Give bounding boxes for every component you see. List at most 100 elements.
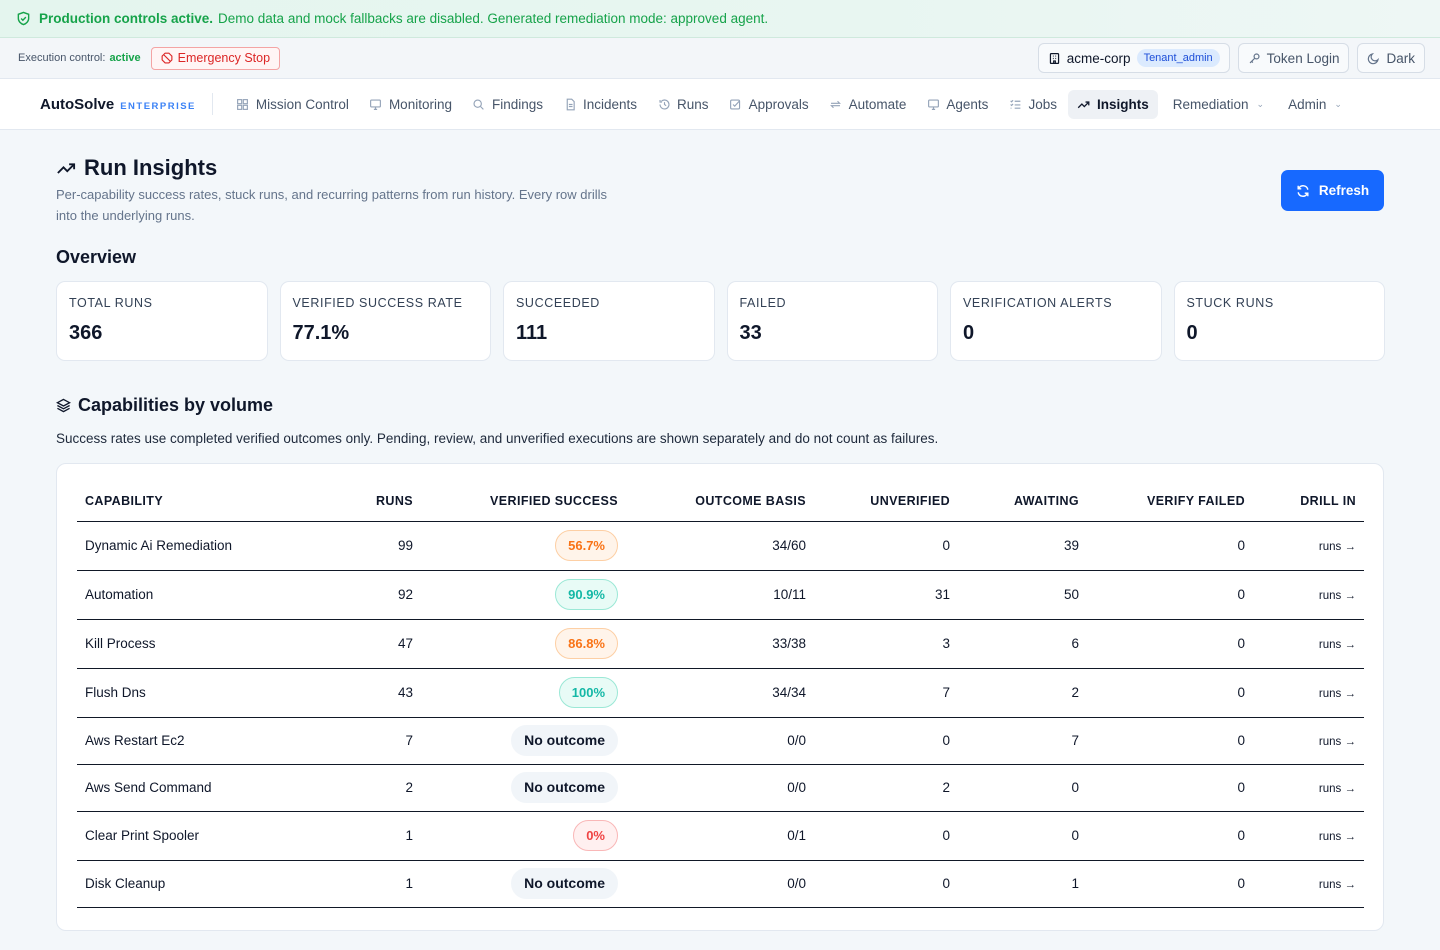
success-badge: 100% — [558, 677, 618, 708]
layers-icon — [56, 398, 71, 413]
runs-count: 47 — [317, 619, 421, 669]
tenant-selector[interactable]: acme-corp Tenant_admin — [1037, 43, 1230, 73]
awaiting-count: 0 — [958, 811, 1087, 861]
outcome-basis: 10/11 — [626, 570, 814, 620]
stat-value: 366 — [69, 322, 103, 344]
runs-count: 99 — [317, 521, 421, 571]
nav-item-jobs[interactable]: Jobs — [999, 90, 1066, 119]
stat-label: FAILED — [739, 296, 787, 310]
nav-item-insights[interactable]: Insights — [1067, 89, 1158, 119]
moon-icon — [1367, 52, 1380, 65]
verify-failed-count: 0 — [1087, 570, 1253, 620]
drill-in-link[interactable]: runs → — [1318, 541, 1356, 553]
outcome-basis: 0/0 — [626, 860, 814, 908]
nav-label: Incidents — [583, 96, 638, 112]
chevron-down-icon: ⌄ — [1334, 98, 1342, 109]
stat-label: VERIFIED SUCCESS RATE — [292, 296, 463, 310]
verify-failed-count: 0 — [1087, 717, 1253, 765]
trending-up-icon — [1077, 97, 1091, 111]
nav-item-mission-control[interactable]: Mission Control — [227, 90, 358, 119]
column-header[interactable]: RUNS — [317, 482, 421, 522]
page-subtitle: Per-capability success rates, stuck runs… — [56, 187, 608, 223]
awaiting-count: 39 — [958, 521, 1087, 571]
execution-control-state: active — [109, 52, 141, 64]
drill-in-link[interactable]: runs → — [1318, 736, 1356, 748]
nav-label: Remediation — [1172, 96, 1249, 112]
nav-label: Approvals — [748, 96, 809, 112]
column-header[interactable]: VERIFIED SUCCESS — [421, 482, 626, 522]
execution-control-bar: Execution control: active Emergency Stop… — [0, 38, 1440, 79]
capability-name: Flush Dns — [77, 668, 317, 718]
capability-name: Aws Send Command — [77, 764, 317, 812]
table-row[interactable]: Flush Dns 43 100% 34/34 7 2 0 runs → — [77, 668, 1364, 718]
nav-item-runs[interactable]: Runs — [648, 90, 718, 119]
theme-toggle-button[interactable]: Dark — [1357, 43, 1425, 73]
stat-label: VERIFICATION ALERTS — [963, 296, 1113, 310]
drill-in-link[interactable]: runs → — [1318, 639, 1356, 651]
drill-in-link[interactable]: runs → — [1318, 783, 1356, 795]
role-badge: Tenant_admin — [1136, 49, 1220, 67]
nav-item-automate[interactable]: Automate — [820, 90, 916, 119]
nav-label: Agents — [946, 96, 989, 112]
stat-value: 111 — [516, 322, 548, 344]
nav-dropdown-admin[interactable]: Admin ⌄ — [1279, 90, 1351, 119]
awaiting-count: 0 — [958, 764, 1087, 812]
grid-icon — [236, 97, 250, 111]
table-row[interactable]: Clear Print Spooler 1 0% 0/1 0 0 0 runs … — [77, 811, 1364, 861]
banner-text: Demo data and mock fallbacks are disable… — [218, 11, 769, 26]
column-header[interactable]: UNVERIFIED — [814, 482, 958, 522]
outcome-basis: 0/1 — [626, 811, 814, 861]
nav-item-findings[interactable]: Findings — [463, 90, 552, 119]
unverified-count: 0 — [814, 860, 958, 908]
success-badge: 86.8% — [555, 628, 618, 659]
capability-name: Dynamic Ai Remediation — [77, 521, 317, 571]
runs-count: 92 — [317, 570, 421, 620]
column-header[interactable]: DRILL IN — [1253, 482, 1364, 522]
nav-item-approvals[interactable]: Approvals — [720, 90, 818, 119]
verify-failed-count: 0 — [1087, 619, 1253, 669]
drill-in-link[interactable]: runs → — [1318, 879, 1356, 891]
nav-label: Mission Control — [255, 96, 349, 112]
nav-item-agents[interactable]: Agents — [917, 90, 997, 119]
unverified-count: 7 — [814, 668, 958, 718]
column-header[interactable]: AWAITING — [958, 482, 1087, 522]
production-controls-banner: Production controls active. Demo data an… — [0, 0, 1440, 38]
column-header[interactable]: OUTCOME BASIS — [626, 482, 814, 522]
overview-heading-text: Overview — [56, 247, 137, 267]
drill-in-link[interactable]: runs → — [1318, 688, 1356, 700]
success-badge: No outcome — [511, 772, 618, 803]
table-row[interactable]: Disk Cleanup 1 No outcome 0/0 0 1 0 runs… — [77, 860, 1364, 908]
stat-label: SUCCEEDED — [516, 296, 600, 310]
nav-dropdown-remediation[interactable]: Remediation ⌄ — [1164, 90, 1273, 119]
runs-count: 1 — [317, 860, 421, 908]
column-header[interactable]: VERIFY FAILED — [1087, 482, 1253, 522]
emergency-stop-label: Emergency Stop — [177, 51, 271, 65]
tenant-name: acme-corp — [1066, 50, 1131, 66]
column-header[interactable]: CAPABILITY — [77, 482, 317, 522]
refresh-button[interactable]: Refresh — [1281, 170, 1384, 211]
stat-card-failed: FAILED 33 — [726, 281, 938, 361]
runs-count: 2 — [317, 764, 421, 812]
table-row[interactable]: Aws Restart Ec2 7 No outcome 0/0 0 7 0 r… — [77, 717, 1364, 765]
brand-name: AutoSolve — [40, 95, 115, 113]
token-login-button[interactable]: Token Login — [1237, 43, 1350, 73]
table-row[interactable]: Kill Process 47 86.8% 33/38 3 6 0 runs → — [77, 619, 1364, 669]
overview-stats: TOTAL RUNS 366 VERIFIED SUCCESS RATE 77.… — [56, 281, 1385, 361]
capabilities-note: Success rates use completed verified out… — [56, 431, 939, 446]
table-row[interactable]: Automation 92 90.9% 10/11 31 50 0 runs → — [77, 570, 1364, 620]
emergency-stop-button[interactable]: Emergency Stop — [150, 46, 281, 70]
nav-label: Monitoring — [388, 96, 452, 112]
top-navigation: AutoSolve ENTERPRISE Mission Control Mon… — [0, 79, 1440, 130]
shield-check-icon — [16, 11, 31, 26]
table-row[interactable]: Aws Send Command 2 No outcome 0/0 2 0 0 … — [77, 764, 1364, 812]
drill-in-link[interactable]: runs → — [1318, 831, 1356, 843]
capabilities-table-card: CAPABILITY RUNS VERIFIED SUCCESS OUTCOME… — [56, 463, 1384, 931]
table-row[interactable]: Dynamic Ai Remediation 99 56.7% 34/60 0 … — [77, 521, 1364, 571]
drill-in-link[interactable]: runs → — [1318, 590, 1356, 602]
brand-logo[interactable]: AutoSolve ENTERPRISE — [40, 96, 196, 113]
unverified-count: 0 — [814, 717, 958, 765]
nav-item-monitoring[interactable]: Monitoring — [360, 90, 461, 119]
success-badge: 56.7% — [555, 530, 618, 561]
unverified-count: 2 — [814, 764, 958, 812]
nav-item-incidents[interactable]: Incidents — [554, 90, 646, 119]
